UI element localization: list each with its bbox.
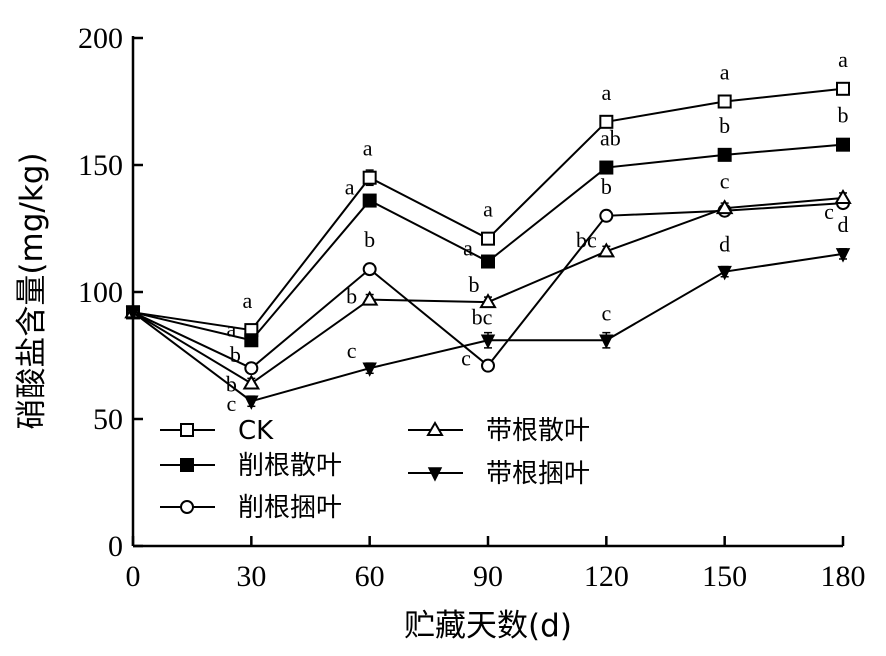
legend-marker-1: [180, 458, 194, 472]
series-2-sig-label-6: c: [824, 199, 834, 224]
legend-marker-3: [426, 421, 444, 436]
series-2-sig-label-2: b: [364, 227, 375, 252]
series-1-point-5: [717, 147, 732, 162]
series-layer: [124, 81, 852, 410]
series-1-sig-label-6: b: [838, 103, 849, 128]
series-0-point-4: [599, 114, 614, 129]
y-tick-label-4: 200: [78, 22, 123, 55]
y-tick-label-0: 0: [108, 530, 123, 563]
series-4-sig-label-6: d: [838, 212, 849, 237]
series-0-point-6: [836, 81, 850, 96]
series-3-sig-label-2: b: [346, 284, 357, 309]
series-1-sig-label-2: a: [345, 175, 355, 200]
series-0-sig-label-4: a: [601, 80, 611, 105]
series-0-point-3: [481, 231, 495, 246]
x-tick-label-3: 90: [473, 560, 503, 593]
series-4-sig-label-5: d: [719, 232, 730, 257]
x-axis-title: 贮藏天数(d): [404, 608, 572, 644]
series-1-sig-label-3: a: [463, 236, 473, 261]
series-1-point-4: [599, 160, 614, 175]
series-4-sig-label-1: c: [226, 391, 236, 416]
series-3-point-2: [360, 290, 379, 306]
legend-label-4: 带根捆叶: [486, 459, 590, 489]
legend-label-1: 削根散叶: [238, 451, 342, 481]
series-4-point-6: [835, 248, 851, 263]
series-4-point-0: [125, 306, 141, 321]
series-3-sig-label-4: bc: [576, 227, 597, 252]
series-3-sig-label-1: b: [226, 371, 237, 396]
x-tick-label-4: 120: [584, 560, 629, 593]
legend-label-3: 带根散叶: [486, 416, 590, 446]
series-0-point-5: [717, 94, 732, 109]
y-tick-label-3: 150: [78, 149, 123, 182]
y-tick-label-2: 100: [78, 276, 123, 309]
legend-marker-2: [180, 500, 194, 514]
series-1-sig-label-5: b: [719, 113, 730, 138]
series-4: [125, 248, 851, 410]
y-tick-label-1: 50: [93, 403, 123, 436]
series-2-point-1: [244, 361, 259, 376]
series-2-point-4: [599, 208, 614, 223]
series-2-sig-label-3: c: [461, 346, 471, 371]
series-3-point-5: [715, 199, 734, 215]
series-4-sig-label-4: c: [601, 300, 611, 325]
series-3-point-4: [597, 242, 616, 258]
series-3-point-3: [479, 293, 497, 309]
x-tick-label-0: 0: [126, 560, 141, 593]
series-2-sig-label-1: b: [230, 342, 241, 367]
series-1-sig-label-4: ab: [600, 126, 621, 151]
series-3-point-6: [834, 189, 852, 205]
legend-label-0: CK: [238, 416, 274, 446]
series-0-sig-label-3: a: [483, 197, 493, 222]
legend-label-2: 削根捆叶: [238, 493, 342, 523]
series-2-point-3: [481, 358, 495, 373]
series-4-sig-label-2: c: [347, 338, 357, 363]
series-0-sig-label-2: a: [363, 136, 373, 161]
series-2-sig-label-4: b: [601, 174, 612, 199]
series-0-point-2: [362, 170, 377, 185]
ticks: 0 50 100 150 200 0 30 60 90 120 150 180: [78, 22, 866, 593]
series-3-point-1: [242, 374, 261, 390]
legend-marker-0: [180, 423, 194, 437]
series-4-sig-label-3: bc: [472, 304, 493, 329]
series-1-point-6: [836, 137, 850, 152]
series-3-sig-label-3: b: [469, 272, 480, 297]
series-1-sig-label-1: a: [226, 316, 236, 341]
x-tick-label-1: 30: [236, 560, 266, 593]
series-1-point-3: [481, 254, 495, 269]
series-0-sig-label-5: a: [720, 60, 730, 85]
series-4-point-5: [717, 265, 732, 281]
series-4-point-4: [599, 334, 614, 349]
x-tick-label-2: 60: [355, 560, 385, 593]
x-tick-label-5: 150: [702, 560, 747, 593]
series-1-point-2: [362, 193, 377, 208]
y-axis-title: 硝酸盐含量(mg/kg): [14, 152, 50, 429]
legend-marker-4: [427, 467, 443, 482]
series-4-point-3: [480, 334, 496, 349]
series-0-sig-label-1: a: [242, 288, 252, 313]
x-tick-label-6: 180: [821, 560, 866, 593]
series-2-sig-label-5: c: [720, 169, 730, 194]
series-4-point-1: [244, 395, 259, 410]
series-4-point-2: [362, 362, 377, 377]
series-0-sig-label-6: a: [838, 47, 848, 72]
series-2-point-2: [362, 262, 377, 277]
series-1-point-1: [244, 333, 259, 348]
